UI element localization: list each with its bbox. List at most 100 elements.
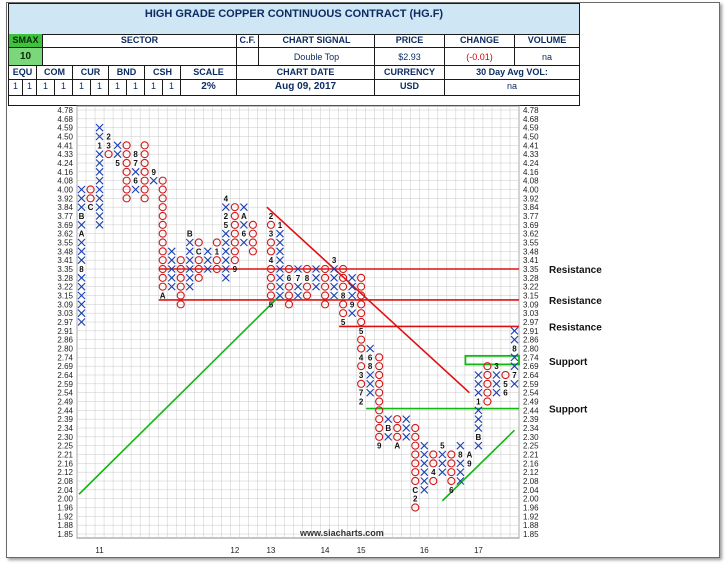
y-tick-label-left: 2.74 xyxy=(57,353,73,362)
o-box xyxy=(375,362,384,371)
y-tick-label-left: 3.35 xyxy=(57,265,73,274)
o-box xyxy=(483,397,492,406)
x-box xyxy=(510,379,519,388)
y-tick-label-left: 3.92 xyxy=(57,194,73,203)
month-marker: 8 xyxy=(133,150,138,159)
x-box xyxy=(77,185,86,194)
o-box xyxy=(447,476,456,486)
axis-labels: 4.78 4.784.68 4.684.59 4.594.50 4.504.41 4.41… xyxy=(57,106,539,555)
o-box xyxy=(320,273,330,282)
o-box xyxy=(158,247,167,256)
o-box xyxy=(140,176,149,185)
smax-label: SMAX xyxy=(9,34,43,48)
o-box xyxy=(357,344,366,353)
y-tick-label-left: 4.68 xyxy=(57,115,73,124)
o-box xyxy=(266,264,276,274)
x-box xyxy=(474,424,483,432)
x-box xyxy=(492,371,501,379)
o-box xyxy=(158,203,167,212)
o-box xyxy=(357,282,366,291)
y-tick-label-right: 3.48 xyxy=(523,247,539,256)
y-tick-label-right: 4.08 xyxy=(523,177,539,186)
y-tick-label-right: 2.54 xyxy=(523,389,539,398)
o-box xyxy=(266,220,276,229)
x-box xyxy=(348,291,357,300)
y-tick-label-right: 3.92 xyxy=(523,194,539,203)
o-box xyxy=(411,503,420,512)
x-box xyxy=(221,238,230,247)
chart-signal-value: Double Top xyxy=(259,48,375,66)
o-box xyxy=(248,238,257,247)
x-box xyxy=(474,388,483,397)
o-box xyxy=(483,379,492,388)
month-marker: 2 xyxy=(106,133,111,142)
trend-lines: Resistance Resistance Resistance Support Sup… xyxy=(78,206,602,502)
y-tick-label-right: 2.00 xyxy=(523,495,539,504)
x-box xyxy=(185,265,194,273)
y-tick-label-right: 2.74 xyxy=(523,353,539,362)
y-tick-label-left: 2.54 xyxy=(57,389,73,398)
x-box xyxy=(203,256,212,265)
o-box xyxy=(320,291,330,300)
y-tick-label-left: 3.22 xyxy=(57,283,73,292)
uptrend-line xyxy=(78,294,281,495)
o-box xyxy=(230,229,239,238)
sector-value xyxy=(43,48,237,66)
x-tick-label: 15 xyxy=(357,546,366,555)
y-tick-label-left: 2.80 xyxy=(57,345,73,354)
smax-value: 10 xyxy=(9,48,43,66)
y-tick-label-left: 3.41 xyxy=(57,256,73,265)
chart-date-label: CHART DATE xyxy=(237,66,375,80)
o-box xyxy=(393,415,402,424)
x-box xyxy=(276,282,284,291)
o-box xyxy=(176,256,185,265)
o-box xyxy=(230,211,239,221)
x-box xyxy=(330,291,339,300)
y-tick-label-left: 2.25 xyxy=(57,442,73,451)
x-box xyxy=(185,282,194,291)
y-tick-label-left: 3.84 xyxy=(57,203,73,212)
x-box xyxy=(492,379,501,388)
y-tick-label-right: 2.25 xyxy=(523,442,539,451)
o-box xyxy=(339,264,348,274)
x-box xyxy=(330,265,339,273)
x-box xyxy=(131,185,140,194)
o-box xyxy=(411,459,420,468)
o-box xyxy=(375,379,384,388)
o-box xyxy=(375,353,384,362)
y-tick-label-left: 2.59 xyxy=(57,380,73,389)
o-box xyxy=(429,450,438,459)
month-marker: 1 xyxy=(278,221,283,230)
month-marker: 1 xyxy=(476,398,481,407)
month-marker: 4 xyxy=(359,353,364,362)
o-box xyxy=(176,300,185,309)
o-box xyxy=(140,167,149,176)
o-box xyxy=(248,220,257,229)
chart-grid xyxy=(76,105,520,539)
y-tick-label-right: 3.62 xyxy=(523,230,539,239)
x-box xyxy=(510,326,519,335)
avg-vol-value: na xyxy=(445,80,579,96)
uptrend-line xyxy=(441,429,516,502)
o-box xyxy=(483,362,492,371)
month-marker: A xyxy=(241,212,247,221)
o-box xyxy=(357,335,366,344)
annotation-label: Resistance xyxy=(549,265,602,276)
y-tick-label-right: 2.59 xyxy=(523,380,539,389)
o-box xyxy=(122,158,131,168)
x-box xyxy=(474,415,483,424)
x-box xyxy=(276,247,284,256)
sector-label: SECTOR xyxy=(43,34,237,48)
com-value-2: 1 xyxy=(55,80,73,96)
y-tick-label-right: 4.16 xyxy=(523,168,539,177)
volume-value: na xyxy=(515,48,579,66)
downtrend-line xyxy=(266,206,470,394)
y-tick-label-right: 3.69 xyxy=(523,221,539,230)
y-tick-label-left: 1.85 xyxy=(57,530,73,539)
y-tick-label-left: 1.96 xyxy=(57,504,73,513)
y-tick-label-right: 2.04 xyxy=(523,486,539,495)
o-box xyxy=(176,291,185,300)
o-box xyxy=(212,238,221,247)
y-tick-label-right: 4.41 xyxy=(523,141,539,150)
